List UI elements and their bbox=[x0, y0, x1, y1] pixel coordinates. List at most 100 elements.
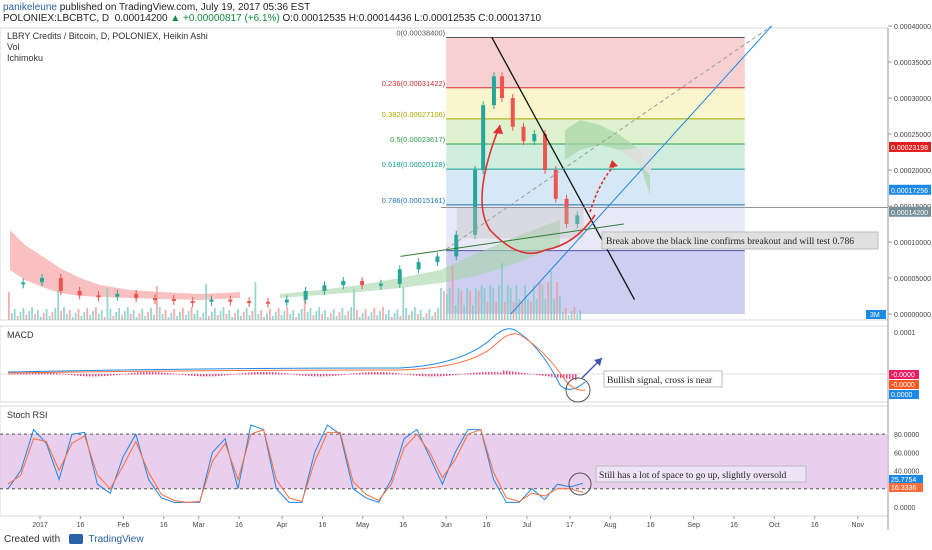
macd-histogram-bar bbox=[356, 373, 358, 375]
volume-bar bbox=[437, 308, 439, 320]
footer: Created with TradingView bbox=[4, 534, 144, 545]
macd-histogram-bar bbox=[287, 373, 289, 375]
macd-histogram-bar bbox=[11, 373, 13, 375]
fib-level-label: 0.236(0.00031422) bbox=[382, 79, 446, 88]
macd-histogram-bar bbox=[32, 372, 34, 375]
macd-histogram-bar bbox=[572, 374, 574, 380]
volume-bar bbox=[509, 288, 512, 320]
volume-bar bbox=[408, 315, 410, 320]
macd-histogram-bar bbox=[464, 373, 466, 375]
macd-histogram-bar bbox=[401, 373, 403, 375]
volume-bar bbox=[211, 312, 213, 320]
volume-bar bbox=[532, 285, 535, 320]
volume-bar bbox=[39, 317, 42, 320]
macd-histogram-bar bbox=[191, 374, 193, 376]
fib-level-label: 0.5(0.00023617) bbox=[390, 135, 446, 144]
candle-body bbox=[247, 301, 252, 304]
macd-histogram-bar bbox=[512, 371, 514, 375]
macd-histogram-bar bbox=[521, 372, 523, 375]
macd-histogram-bar bbox=[344, 374, 346, 375]
volume-bar bbox=[245, 308, 248, 320]
macd-line bbox=[7, 328, 586, 390]
macd-histogram-bar bbox=[467, 373, 469, 375]
macd-histogram-bar bbox=[389, 372, 391, 375]
volume-bar bbox=[103, 317, 106, 320]
macd-histogram-bar bbox=[215, 374, 217, 377]
candle-body bbox=[152, 298, 157, 301]
macd-histogram-bar bbox=[335, 374, 337, 376]
macd-pane bbox=[0, 325, 889, 403]
macd-histogram-bar bbox=[437, 374, 439, 377]
stoch-tick-label: 0.0000 bbox=[894, 505, 916, 512]
volume-bar bbox=[10, 313, 13, 320]
volume-bar bbox=[315, 311, 318, 320]
candle-body bbox=[322, 285, 327, 291]
macd-histogram-bar bbox=[563, 374, 565, 379]
volume-bar bbox=[431, 316, 434, 320]
macd-value-tag-text: 0.0000 bbox=[891, 392, 913, 399]
volume-bar bbox=[419, 310, 422, 320]
volume-bar bbox=[161, 314, 164, 320]
macd-histogram-bar bbox=[131, 372, 133, 375]
volume-bar bbox=[77, 309, 80, 320]
volume-bar bbox=[213, 308, 216, 320]
macd-value-tag-text: -0.0000 bbox=[891, 382, 915, 389]
volume-bar bbox=[553, 299, 555, 320]
macd-annotation-text: Bullish signal, cross is near bbox=[607, 375, 713, 386]
price-change: ▲ +0.00000817 (+6.1%) bbox=[170, 13, 280, 24]
macd-histogram-bar bbox=[461, 373, 463, 375]
macd-histogram-bar bbox=[323, 374, 325, 377]
volume-bar bbox=[71, 317, 74, 320]
red-arrow-head bbox=[493, 125, 503, 134]
volume-bar bbox=[112, 316, 115, 320]
macd-histogram-bar bbox=[152, 372, 154, 375]
macd-histogram-bar bbox=[386, 372, 388, 375]
volume-bar bbox=[138, 313, 141, 320]
publisher-username[interactable]: panikeleune bbox=[3, 2, 57, 13]
time-tick-label: 17 bbox=[566, 522, 574, 529]
volume-bar bbox=[559, 296, 561, 320]
fib-zone bbox=[446, 87, 745, 119]
volume-bar bbox=[80, 316, 83, 320]
annotation-box bbox=[601, 231, 879, 250]
volume-bar bbox=[521, 302, 524, 320]
candle-body bbox=[521, 126, 526, 142]
macd-histogram-bar bbox=[455, 374, 457, 376]
volume-bar bbox=[530, 302, 532, 320]
volume-bar bbox=[503, 302, 506, 320]
tradingview-link[interactable]: TradingView bbox=[88, 534, 144, 545]
candle-body bbox=[532, 134, 537, 142]
consolidation-box bbox=[456, 207, 584, 239]
volume-bar bbox=[332, 309, 335, 320]
macd-histogram-bar bbox=[137, 372, 139, 375]
volume-bar bbox=[292, 310, 294, 320]
volume-bar bbox=[367, 316, 370, 320]
volume-bar bbox=[483, 288, 486, 320]
volume-bar bbox=[300, 309, 303, 320]
fib-zone bbox=[446, 37, 745, 88]
macd-histogram-bar bbox=[206, 374, 208, 377]
candle-body bbox=[115, 293, 120, 297]
candle-body bbox=[491, 76, 496, 106]
macd-histogram-bar bbox=[95, 374, 97, 377]
macd-histogram-bar bbox=[248, 372, 250, 375]
volume-bar bbox=[570, 311, 573, 320]
macd-histogram-bar bbox=[20, 372, 22, 375]
candle-body bbox=[397, 269, 402, 284]
macd-histogram-bar bbox=[224, 374, 226, 376]
time-tick-label: Jul bbox=[522, 522, 531, 529]
candle-body bbox=[378, 283, 383, 286]
stoch-annotation-box bbox=[595, 465, 807, 483]
macd-histogram-bar bbox=[173, 373, 175, 375]
macd-value-tag-text: -0.0000 bbox=[891, 372, 915, 379]
stoch-tick-label: 60.0000 bbox=[894, 450, 919, 457]
macd-histogram-bar bbox=[575, 374, 577, 380]
stoch-value-tag bbox=[889, 475, 923, 484]
candle-body bbox=[40, 278, 44, 283]
volume-bar bbox=[306, 312, 309, 320]
price-tick-label: 0.00005000 bbox=[894, 276, 931, 283]
macd-histogram-bar bbox=[164, 372, 166, 375]
volume-bar bbox=[251, 311, 254, 320]
macd-histogram-bar bbox=[50, 372, 52, 375]
